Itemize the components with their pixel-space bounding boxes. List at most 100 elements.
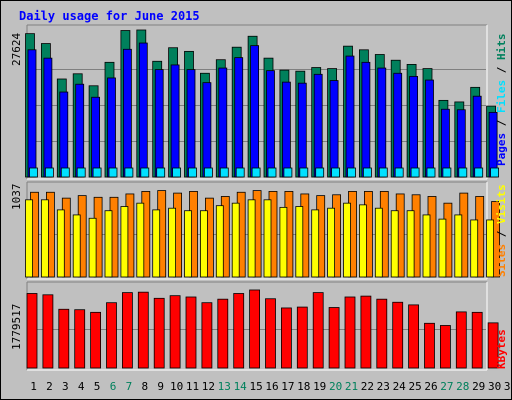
kbytes-bar — [90, 311, 101, 369]
pages-bar — [138, 42, 148, 178]
day-label: 20 — [329, 380, 342, 393]
files-bar — [442, 167, 452, 178]
pages-bar — [43, 57, 53, 178]
pages-bar — [456, 109, 466, 178]
pages-bar — [123, 48, 132, 178]
kbytes-bar — [296, 306, 308, 369]
day-label: 8 — [141, 380, 148, 393]
kbytes-bar — [328, 307, 340, 369]
pages-bar — [27, 49, 37, 178]
files-bar — [235, 167, 245, 178]
files-bar — [124, 167, 134, 178]
pages-bar — [170, 64, 180, 178]
files-bar — [347, 167, 356, 178]
kbytes-panel-max-label: 1779517 — [10, 304, 23, 350]
visits-bar — [104, 210, 113, 278]
visits-panel-legend: Sites / Visits — [495, 184, 508, 277]
legend-hits: Hits — [495, 34, 508, 61]
kbytes-panel-legend: KBytes — [495, 329, 508, 369]
day-label: 29 — [472, 380, 485, 393]
visits-bar — [295, 206, 304, 278]
kbytes-bar — [233, 293, 245, 369]
kbytes-bar — [26, 293, 38, 369]
kbytes-bar — [42, 294, 54, 369]
day-label: 26 — [424, 380, 437, 393]
visits-bar — [374, 207, 383, 278]
pages-bar — [425, 79, 434, 178]
pages-bar — [234, 57, 244, 178]
kbytes-bar — [280, 307, 292, 369]
files-bar — [156, 167, 166, 178]
kbytes-bar — [392, 301, 404, 369]
visits-bar — [311, 209, 320, 278]
day-label: 2 — [46, 380, 53, 393]
day-label: 13 — [218, 380, 231, 393]
files-bar — [331, 167, 341, 178]
files-bar — [283, 167, 293, 178]
kbytes-bar — [249, 289, 261, 369]
visits-bar — [72, 214, 81, 278]
kbytes-bar — [439, 325, 451, 369]
visits-bar — [199, 210, 208, 278]
files-bar — [410, 167, 420, 178]
day-label: 27 — [440, 380, 453, 393]
day-label: 14 — [234, 380, 248, 393]
pages-bar — [91, 96, 100, 178]
pages-bar — [345, 55, 355, 178]
files-bar — [362, 167, 372, 178]
visits-bar — [422, 214, 431, 278]
files-bar — [315, 167, 325, 178]
hits-panel-legend: Pages / Files / Hits — [495, 34, 508, 167]
kbytes-bar — [487, 322, 499, 369]
day-label: 9 — [157, 380, 164, 393]
visits-bar — [247, 199, 256, 278]
visits-bar — [327, 207, 336, 278]
visits-bar — [56, 209, 65, 278]
files-bar — [378, 167, 388, 178]
day-label: 15 — [249, 380, 262, 393]
kbytes-bar — [74, 309, 86, 369]
files-bar — [299, 167, 309, 178]
kbytes-bar — [344, 296, 356, 369]
pages-bar — [472, 95, 482, 178]
day-label: 25 — [408, 380, 421, 393]
files-bar — [219, 167, 229, 178]
visits-bar — [406, 210, 415, 278]
kbytes-bar — [153, 297, 165, 369]
visits-bar — [25, 199, 33, 278]
day-label: 18 — [297, 380, 310, 393]
day-label: 4 — [78, 380, 85, 393]
files-bar — [490, 167, 500, 178]
files-bar — [92, 167, 102, 178]
legend-sites: Sites — [495, 244, 508, 277]
kbytes-bar — [169, 295, 181, 369]
day-label: 31 — [504, 380, 511, 393]
kbytes-bar — [58, 308, 70, 369]
kbytes-bar — [424, 322, 435, 369]
kbytes-bar — [455, 311, 467, 369]
pages-bar — [75, 83, 85, 178]
files-bar — [172, 167, 182, 178]
kbytes-bar — [122, 292, 133, 369]
visits-bar — [279, 206, 288, 278]
legend-visits: Visits — [495, 184, 508, 224]
day-label: 23 — [377, 380, 390, 393]
visits-bar — [390, 210, 399, 278]
pages-bar — [266, 70, 275, 178]
pages-bar — [361, 61, 371, 178]
kbytes-bar — [265, 298, 276, 369]
legend-separator: / — [495, 113, 508, 133]
day-label: 17 — [281, 380, 294, 393]
day-label: 6 — [110, 380, 117, 393]
day-label: 30 — [488, 380, 501, 393]
day-label: 10 — [170, 380, 183, 393]
files-bar — [45, 167, 54, 178]
pages-bar — [297, 82, 307, 178]
visits-bar — [470, 219, 479, 278]
pages-bar — [202, 82, 212, 178]
files-bar — [267, 167, 277, 178]
pages-bar — [186, 69, 196, 178]
files-bar — [60, 167, 70, 178]
day-label: 5 — [94, 380, 101, 393]
